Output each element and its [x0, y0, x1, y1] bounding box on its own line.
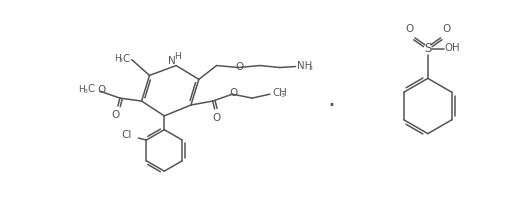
Text: O: O: [213, 113, 220, 123]
Text: O: O: [112, 110, 120, 120]
Text: CH: CH: [272, 88, 287, 98]
Text: O: O: [235, 62, 244, 72]
Text: OH: OH: [445, 43, 460, 53]
Text: 3: 3: [119, 58, 123, 63]
Text: O: O: [229, 88, 237, 98]
Text: S: S: [424, 42, 432, 55]
Text: 3: 3: [281, 93, 285, 98]
Text: ·: ·: [327, 94, 335, 118]
Text: O: O: [443, 24, 450, 34]
Text: 2: 2: [308, 66, 312, 71]
Text: Cl: Cl: [121, 130, 132, 140]
Text: H: H: [174, 52, 181, 61]
Text: C: C: [123, 54, 130, 64]
Text: H: H: [78, 85, 85, 94]
Text: NH: NH: [297, 60, 312, 71]
Text: O: O: [97, 85, 105, 95]
Text: C: C: [87, 84, 94, 94]
Text: 3: 3: [83, 89, 87, 94]
Text: N: N: [169, 56, 176, 66]
Text: H: H: [114, 54, 121, 63]
Text: O: O: [405, 24, 413, 34]
